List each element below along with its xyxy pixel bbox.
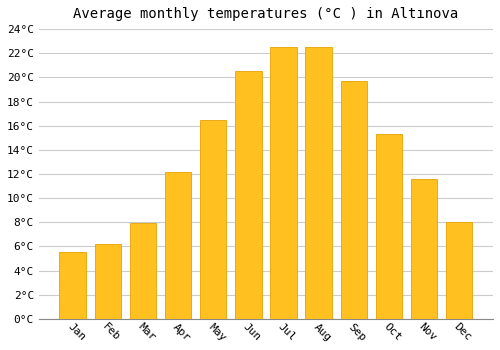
Bar bbox=[446, 222, 472, 319]
Title: Average monthly temperatures (°C ) in Altınova: Average monthly temperatures (°C ) in Al… bbox=[74, 7, 458, 21]
Bar bbox=[340, 81, 367, 319]
Bar bbox=[165, 172, 191, 319]
Bar bbox=[306, 47, 332, 319]
Bar bbox=[60, 252, 86, 319]
Bar bbox=[411, 179, 438, 319]
Bar bbox=[235, 71, 262, 319]
Bar bbox=[376, 134, 402, 319]
Bar bbox=[200, 120, 226, 319]
Bar bbox=[94, 244, 121, 319]
Bar bbox=[130, 224, 156, 319]
Bar bbox=[270, 47, 296, 319]
